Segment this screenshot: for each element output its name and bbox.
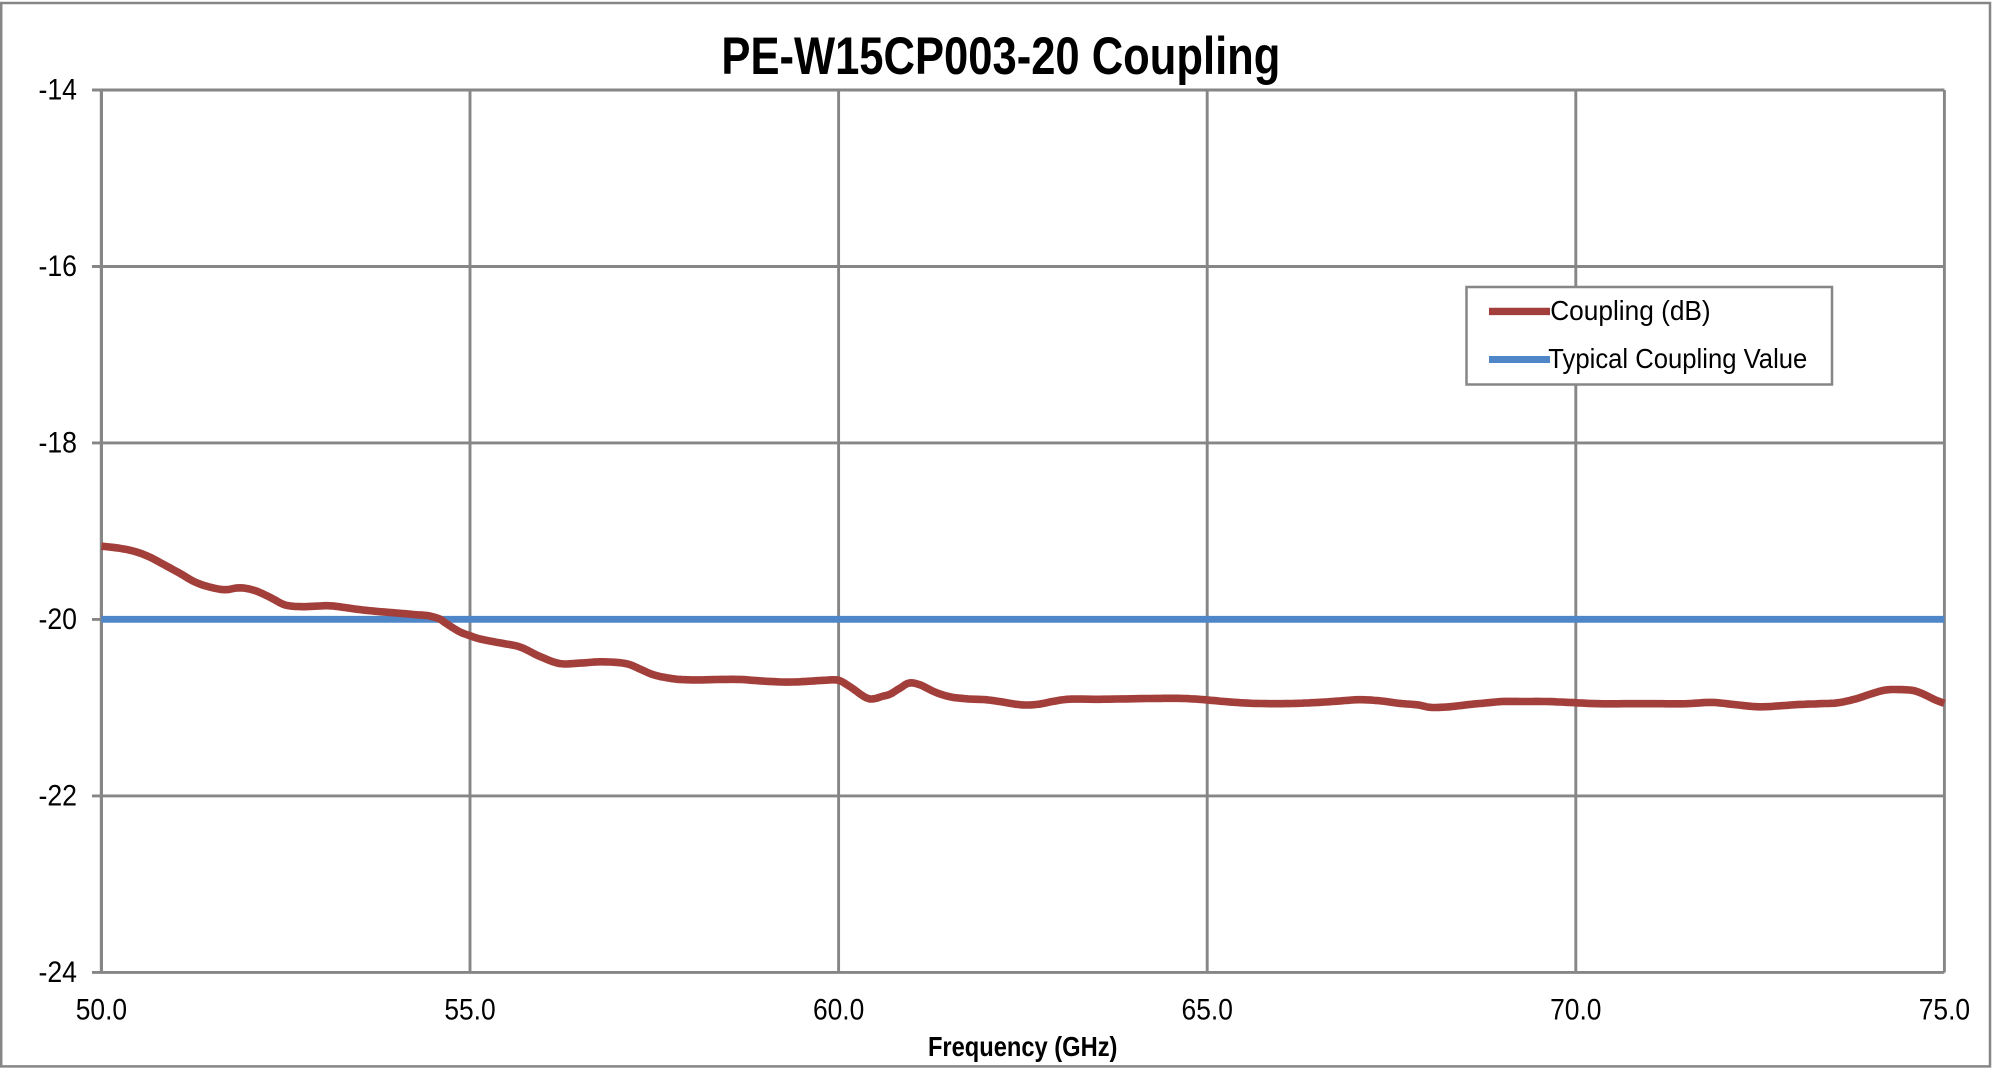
svg-text:60.0: 60.0 (813, 994, 864, 1027)
svg-text:-16: -16 (39, 250, 78, 283)
svg-text:50.0: 50.0 (76, 994, 127, 1027)
svg-text:70.0: 70.0 (1550, 994, 1601, 1027)
svg-text:-24: -24 (39, 956, 78, 989)
svg-text:Frequency (GHz): Frequency (GHz) (928, 1031, 1118, 1062)
svg-text:-22: -22 (39, 780, 78, 813)
svg-text:Coupling (dB): Coupling (dB) (1550, 294, 1711, 326)
svg-text:55.0: 55.0 (444, 994, 495, 1027)
svg-text:PE-W15CP003-20 Coupling: PE-W15CP003-20 Coupling (721, 27, 1280, 86)
svg-text:75.0: 75.0 (1919, 994, 1970, 1027)
svg-text:-20: -20 (39, 603, 78, 636)
svg-text:-14: -14 (39, 74, 78, 107)
svg-text:-18: -18 (39, 427, 78, 460)
svg-text:65.0: 65.0 (1182, 994, 1233, 1027)
svg-text:Typical Coupling Value: Typical Coupling Value (1548, 342, 1807, 374)
